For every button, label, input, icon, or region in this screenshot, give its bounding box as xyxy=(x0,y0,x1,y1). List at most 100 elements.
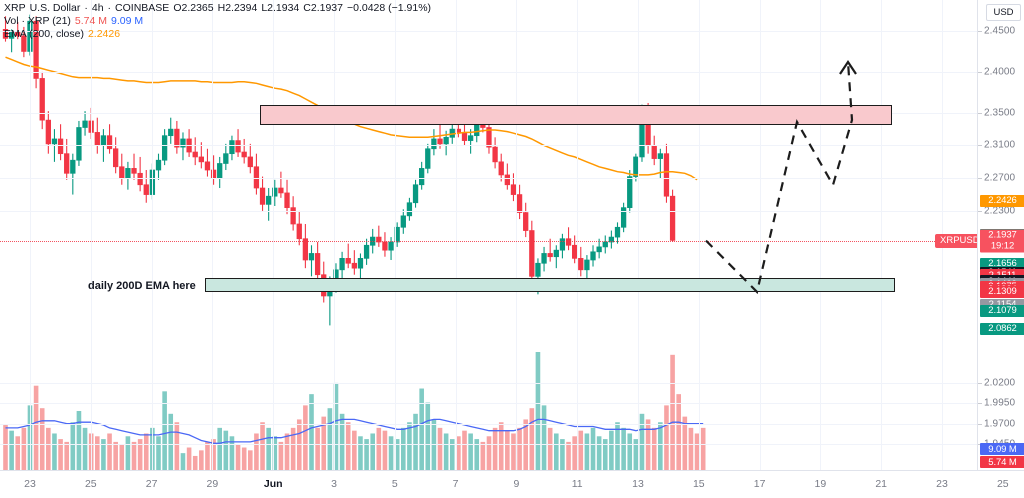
gridline-horizontal xyxy=(0,31,977,32)
candle-body xyxy=(266,195,272,205)
volume-bar xyxy=(547,427,553,470)
candle-body xyxy=(357,258,364,269)
gridline-vertical xyxy=(759,0,761,470)
volume-bar xyxy=(241,447,247,470)
support-zone-label: daily 200D EMA here xyxy=(88,279,196,292)
time-axis[interactable]: 23252729Jun3579111315171921232527 xyxy=(0,470,1024,498)
volume-bar xyxy=(137,439,143,470)
projection-line[interactable] xyxy=(705,61,854,295)
price-tag-value: 2.1309 xyxy=(988,286,1017,298)
volume-bar xyxy=(700,427,706,470)
volume-bar xyxy=(554,433,559,470)
candle-body xyxy=(308,253,315,261)
candle-body xyxy=(572,244,578,259)
volume-bar xyxy=(364,439,369,470)
candle-body xyxy=(290,207,296,225)
candle-body xyxy=(608,236,615,243)
candle-body xyxy=(247,156,253,168)
volume-bar xyxy=(633,439,639,470)
price-tick-label: 1.9700 xyxy=(984,418,1016,430)
volume-bar xyxy=(46,427,51,470)
volume-bar xyxy=(449,439,455,470)
volume-bar xyxy=(119,444,125,470)
date-tick-label: 9 xyxy=(513,478,520,490)
volume-bar xyxy=(3,425,8,470)
volume-bar xyxy=(101,439,106,470)
volume-bar xyxy=(474,439,480,470)
candle-body xyxy=(596,246,602,253)
price-axis[interactable]: USD 2.4500 2.4000 2.3500 2.3100 2.2700 2.2300… xyxy=(977,0,1024,470)
plot-area[interactable]: daily 200D EMA here XRPUSD xyxy=(0,0,977,470)
candle-body xyxy=(431,138,437,150)
volume-bar xyxy=(113,441,118,470)
gridline-vertical xyxy=(90,0,92,470)
volume-bar xyxy=(382,430,388,470)
price-tag-value: 5.74 M xyxy=(988,456,1017,468)
volume-bar xyxy=(443,433,449,470)
candle-body xyxy=(425,148,431,169)
candle-body xyxy=(192,151,198,158)
price-tag-value: 2.1079 xyxy=(988,305,1017,317)
price-tag-value: 2.2426 xyxy=(988,195,1017,207)
gridline-vertical xyxy=(212,0,214,470)
support-zone[interactable] xyxy=(205,277,895,292)
volume-bar xyxy=(498,422,504,470)
volume-bar xyxy=(615,422,620,470)
resistance-zone[interactable] xyxy=(260,104,892,126)
candle-body xyxy=(437,138,443,145)
volume-bar xyxy=(676,394,681,470)
price-tag-level: 2.1309 xyxy=(980,285,1024,298)
candle-body xyxy=(406,202,413,217)
price-tick-mark xyxy=(978,382,982,384)
date-tick-label: 15 xyxy=(692,478,705,490)
candle-body xyxy=(168,128,174,137)
candle-body xyxy=(584,259,590,271)
volume-bar xyxy=(33,385,39,470)
volume-bar xyxy=(566,441,571,470)
volume-bar xyxy=(651,427,657,470)
volume-bar xyxy=(235,444,241,470)
volume-bar xyxy=(437,427,443,470)
volume-bar xyxy=(272,436,278,470)
candle-body xyxy=(106,135,113,150)
gridline-horizontal xyxy=(0,423,977,425)
projection-path[interactable] xyxy=(0,0,977,470)
date-tick-label: 23 xyxy=(24,478,36,490)
price-tag-value: 2.1656 xyxy=(988,258,1017,270)
volume-bar xyxy=(315,427,320,470)
gridline-vertical xyxy=(820,0,822,470)
price-tick-label: 2.2300 xyxy=(984,205,1016,217)
price-tick-label: 2.3500 xyxy=(984,107,1016,119)
volume-bar xyxy=(658,422,663,470)
price-tag-level: 2.1656 xyxy=(980,257,1024,270)
candle-body xyxy=(131,168,137,174)
volume-bar xyxy=(413,413,418,470)
volume-bar xyxy=(602,439,608,470)
volume-bar xyxy=(278,441,284,470)
candle-body xyxy=(39,78,45,121)
candle-body xyxy=(535,262,541,277)
candle-body xyxy=(76,127,82,161)
gridline-vertical xyxy=(30,0,31,470)
price-tag-level: 2.1079 xyxy=(980,304,1024,317)
volume-bar xyxy=(511,433,516,470)
price-tick-mark xyxy=(978,403,982,405)
volume-bar xyxy=(609,430,614,470)
volume-bar xyxy=(419,388,424,470)
candle-body xyxy=(486,127,492,148)
volume-bar xyxy=(260,422,265,470)
volume-bar xyxy=(21,427,27,470)
gridline-vertical xyxy=(455,0,457,470)
volume-bars xyxy=(3,352,706,470)
candle-body xyxy=(559,238,566,251)
volume-bar xyxy=(143,433,149,470)
volume-bar xyxy=(425,402,431,470)
volume-bar xyxy=(345,422,351,470)
candle-body xyxy=(657,153,663,159)
date-tick-label: 13 xyxy=(632,478,644,490)
gridline-vertical xyxy=(638,0,639,470)
volume-bar xyxy=(535,352,541,470)
price-tick-mark xyxy=(978,112,982,114)
date-tick-label: 27 xyxy=(145,478,158,490)
